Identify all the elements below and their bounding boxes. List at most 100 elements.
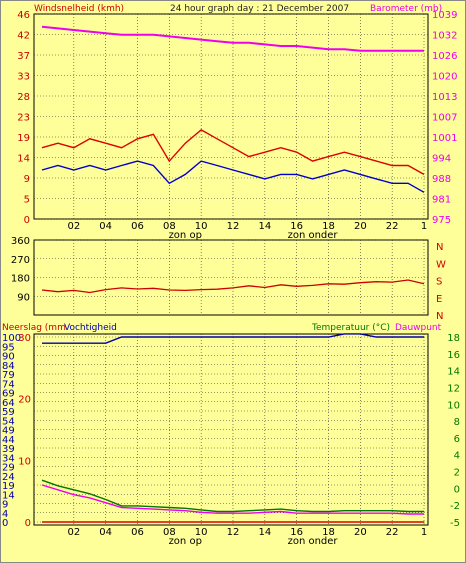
x-tick-label: 1 xyxy=(421,527,427,538)
wind-y-tick: 5 xyxy=(24,195,30,206)
chart-marks xyxy=(41,25,425,523)
wind-y-tick: 9 xyxy=(24,174,30,185)
wind-y-tick: 42 xyxy=(17,31,30,42)
humidity-y-tick: 9 xyxy=(2,500,8,511)
temperature-y-tick: 10 xyxy=(447,400,460,411)
dewpoint-line xyxy=(41,484,424,515)
sunrise-label: zon op xyxy=(169,536,202,547)
bottom-panel xyxy=(33,333,429,526)
temperature-y-tick: 14 xyxy=(447,367,460,378)
baro-y-tick: 981 xyxy=(432,195,451,206)
temperature-y-tick: 4 xyxy=(454,451,460,462)
temperature-y-tick: 6 xyxy=(454,434,460,445)
humidity-y-tick: 100 xyxy=(2,333,21,344)
temperature-y-tick: -5 xyxy=(450,518,460,529)
direction-panel xyxy=(33,239,429,316)
x-tick-label: 06 xyxy=(131,527,144,538)
wind-y-tick: 28 xyxy=(17,92,30,103)
wind-direction-line xyxy=(41,279,425,294)
wind-y-tick: 19 xyxy=(17,133,30,144)
humidity-y-tick: 19 xyxy=(2,481,15,492)
baro-y-tick: 988 xyxy=(432,174,451,185)
x-tick-label: 18 xyxy=(322,221,335,232)
x-tick-label: 16 xyxy=(290,221,303,232)
humidity-y-tick: 14 xyxy=(2,490,15,501)
x-tick-label: 02 xyxy=(67,221,80,232)
wind-speed-title: Windsnelheid (kmh) xyxy=(34,4,124,14)
baro-y-tick: 1001 xyxy=(432,133,457,144)
barometer-line xyxy=(41,25,424,52)
x-tick-label: 08 xyxy=(163,527,176,538)
barometer-title: Barometer (mb) xyxy=(370,4,442,14)
x-tick-label: 22 xyxy=(386,221,399,232)
humidity-y-tick: 29 xyxy=(2,463,15,474)
humidity-y-tick: 95 xyxy=(2,342,15,353)
humidity-y-tick: 0 xyxy=(2,518,8,529)
humidity-line xyxy=(42,333,424,344)
temperature-title: Temperatuur (°C) xyxy=(311,323,390,333)
baro-y-tick: 1026 xyxy=(432,51,457,62)
wind-panel xyxy=(33,13,429,220)
direction-panel-grid xyxy=(34,239,428,315)
humidity-y-tick: 4 xyxy=(2,509,8,520)
humidity-y-tick: 90 xyxy=(2,352,15,363)
compass-label: N xyxy=(436,242,443,253)
temperature-line xyxy=(41,479,424,513)
x-tick-label: 04 xyxy=(99,527,112,538)
temperature-y-tick: 12 xyxy=(447,383,460,394)
direction-y-tick: 270 xyxy=(11,255,30,266)
x-tick-label: 04 xyxy=(99,221,112,232)
humidity-y-tick: 54 xyxy=(2,416,15,427)
temperature-y-tick: 16 xyxy=(447,350,460,361)
x-tick-label: 10 xyxy=(195,221,208,232)
humidity-y-tick: 69 xyxy=(2,389,15,400)
temperature-y-tick: 8 xyxy=(454,417,460,428)
wind-panel-grid xyxy=(34,13,428,220)
humidity-y-tick: 79 xyxy=(2,370,15,381)
wind-y-tick: 14 xyxy=(17,154,30,165)
x-tick-label: 14 xyxy=(258,527,271,538)
rain-title: Neerslag (mm xyxy=(2,323,66,333)
x-tick-label: 12 xyxy=(227,527,240,538)
x-tick-label: 16 xyxy=(290,527,303,538)
dewpoint-title: Dauwpunt xyxy=(395,323,442,333)
direction-y-tick: 360 xyxy=(11,236,30,247)
temperature-y-tick: -2 xyxy=(450,501,460,512)
rain-y-tick: 10 xyxy=(18,456,31,467)
sunset-label: zon onder xyxy=(288,230,339,241)
sunrise-label: zon op xyxy=(169,230,202,241)
compass-label: E xyxy=(436,294,442,305)
wind-y-tick: 0 xyxy=(24,215,30,226)
baro-y-tick: 1032 xyxy=(432,31,457,42)
temperature-y-tick: 0 xyxy=(454,484,460,495)
baro-y-tick: 1013 xyxy=(432,92,457,103)
compass-label: N xyxy=(436,311,443,322)
temperature-y-tick: 2 xyxy=(454,468,460,479)
bottom-panel-grid xyxy=(34,334,428,525)
wind-y-tick: 46 xyxy=(17,10,30,21)
humidity-y-tick: 39 xyxy=(2,444,15,455)
wind-avg-line xyxy=(41,160,425,193)
humidity-y-tick: 44 xyxy=(2,435,15,446)
wind-y-tick: 33 xyxy=(17,72,30,83)
compass-label: S xyxy=(436,277,442,288)
humidity-y-tick: 84 xyxy=(2,361,15,372)
x-tick-label: 02 xyxy=(67,527,80,538)
rain-y-tick: 0 xyxy=(25,518,31,529)
wind-gust-line xyxy=(41,129,425,176)
baro-y-tick: 994 xyxy=(432,154,451,165)
humidity-y-tick: 74 xyxy=(2,379,15,390)
x-tick-label: 22 xyxy=(386,527,399,538)
baro-y-tick: 1039 xyxy=(432,10,457,21)
direction-y-tick: 180 xyxy=(11,274,30,285)
x-tick-label: 14 xyxy=(258,221,271,232)
x-tick-label: 12 xyxy=(227,221,240,232)
humidity-y-tick: 34 xyxy=(2,453,15,464)
x-tick-label: 20 xyxy=(354,221,367,232)
chart-title: 24 hour graph day : 21 December 2007 xyxy=(170,4,349,14)
x-tick-label: 08 xyxy=(163,221,176,232)
humidity-title: Vochtigheid xyxy=(64,323,117,333)
